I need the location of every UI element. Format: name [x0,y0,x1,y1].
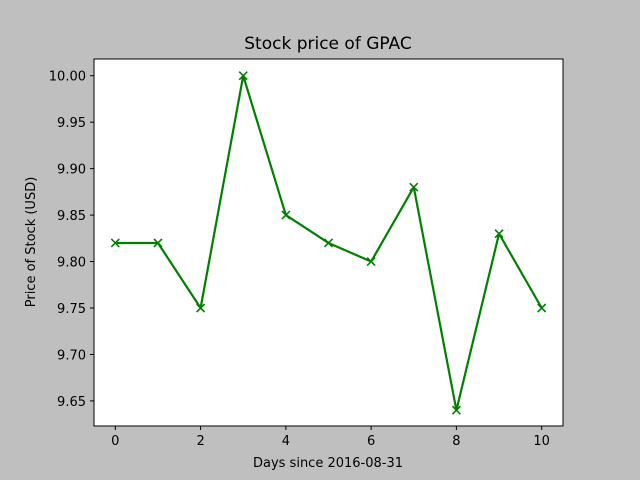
data-point-marker [366,256,376,267]
y-tick-label: 9.80 [57,256,86,271]
x-axis-ticks: 0 2 4 6 8 10 [111,426,550,449]
y-axis-label: Price of Stock (USD) [24,177,39,308]
y-tick-label: 9.75 [57,302,86,317]
data-point-marker [323,238,334,248]
x-tick-label: 2 [196,434,204,449]
y-tick-label: 10.00 [49,70,86,85]
y-tick-label: 9.90 [57,163,86,178]
x-axis-label: Days since 2016-08-31 [253,456,403,471]
chart-title: Stock price of GPAC [244,34,412,54]
y-tick-label: 9.95 [57,116,86,131]
data-point-marker [153,238,163,248]
x-tick-label: 8 [452,434,460,449]
data-point-marker [196,303,206,313]
y-tick-label: 9.85 [57,209,86,224]
data-point-marker [451,405,461,415]
x-tick-label: 6 [367,434,375,449]
data-point-marker [238,71,248,81]
data-point-marker [409,182,419,192]
x-tick-label: 10 [533,434,550,449]
y-tick-label: 9.70 [57,348,86,363]
y-axis-ticks: 9.65 9.70 9.75 9.80 9.85 9.90 9.95 10.00 [49,70,94,410]
data-point-marker [494,229,504,239]
x-tick-label: 4 [282,434,290,449]
series-layer [110,71,547,415]
x-tick-label: 0 [111,434,119,449]
data-point-marker [110,238,120,248]
data-point-marker [281,210,291,220]
y-tick-label: 9.65 [57,395,86,410]
data-point-marker [537,303,547,313]
